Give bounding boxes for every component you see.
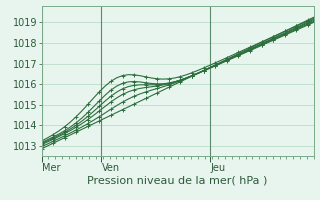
X-axis label: Pression niveau de la mer( hPa ): Pression niveau de la mer( hPa ) bbox=[87, 176, 268, 186]
